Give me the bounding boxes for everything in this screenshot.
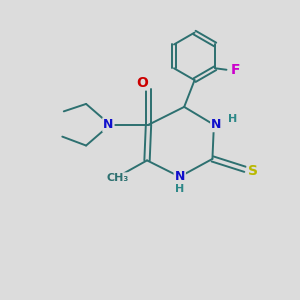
Text: N: N: [211, 118, 221, 131]
Text: N: N: [175, 170, 185, 183]
Text: F: F: [231, 63, 241, 77]
Text: O: O: [136, 76, 148, 89]
Text: S: S: [248, 164, 257, 178]
Text: H: H: [175, 184, 184, 194]
Text: CH₃: CH₃: [106, 173, 128, 183]
Text: H: H: [228, 114, 237, 124]
Text: N: N: [103, 118, 114, 131]
